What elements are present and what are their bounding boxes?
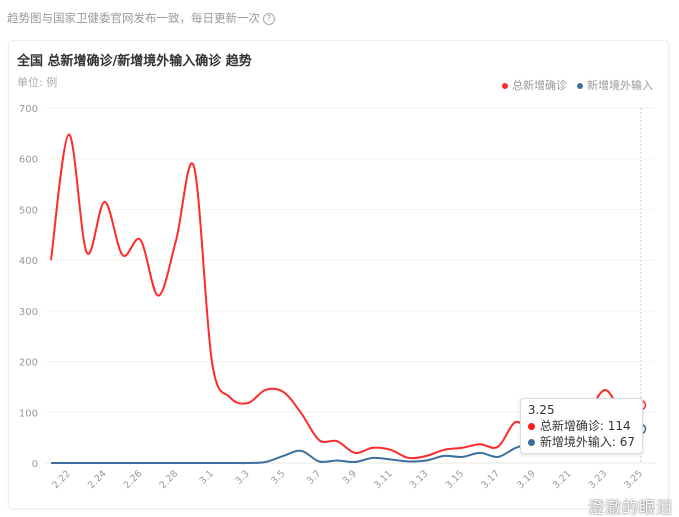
y-tick-label: 700 — [19, 104, 38, 115]
note-text: 趋势图与国家卫健委官网发布一致，每日更新一次 — [7, 11, 260, 25]
legend-dot — [502, 83, 508, 89]
x-tick-label: 3.13 — [408, 468, 431, 491]
x-tick-label: 3.5 — [269, 468, 287, 486]
legend-item-total[interactable]: 总新增确诊 — [502, 77, 567, 93]
x-tick-label: 3.17 — [479, 468, 502, 491]
x-tick-label: 3.25 — [622, 468, 645, 491]
x-tick-label: 2.22 — [50, 468, 73, 491]
legend-dot — [577, 83, 583, 89]
x-tick-label: 2.24 — [86, 468, 109, 491]
y-tick-label: 100 — [19, 408, 38, 419]
x-tick-label: 3.11 — [372, 468, 395, 491]
x-tick-label: 3.9 — [341, 468, 359, 486]
x-tick-label: 3.1 — [198, 468, 216, 486]
y-tick-label: 400 — [19, 256, 38, 267]
x-tick-label: 2.28 — [158, 468, 181, 491]
tooltip-row: 新增境外输入: 67 — [527, 434, 635, 450]
x-tick-label: 2.26 — [122, 468, 145, 491]
y-tick-label: 600 — [19, 155, 38, 166]
tooltip-value: 新增境外输入: 67 — [539, 435, 635, 449]
legend: 总新增确诊 新增境外输入 — [502, 77, 653, 93]
tooltip-value: 总新增确诊: 114 — [539, 419, 631, 433]
x-tick-label: 3.19 — [515, 468, 538, 491]
update-note: 趋势图与国家卫健委官网发布一致，每日更新一次? — [7, 10, 275, 26]
watermark: 澄澈的眼泪 — [587, 498, 673, 517]
y-tick-label: 0 — [32, 459, 38, 470]
x-tick-label: 3.15 — [444, 468, 467, 491]
legend-label: 新增境外输入 — [587, 79, 653, 92]
tooltip: 3.25 总新增确诊: 114 新增境外输入: 67 — [519, 398, 643, 454]
legend-item-imported[interactable]: 新增境外输入 — [577, 77, 653, 93]
x-tick-label: 3.3 — [233, 468, 251, 486]
legend-label: 总新增确诊 — [512, 79, 567, 92]
x-tick-label: 3.21 — [551, 468, 574, 491]
x-tick-label: 3.23 — [587, 468, 610, 491]
y-tick-label: 500 — [19, 205, 38, 216]
x-tick-label: 3.7 — [305, 468, 323, 486]
chart-title: 全国 总新增确诊/新增境外输入确诊 趋势 — [17, 54, 252, 69]
y-tick-label: 200 — [19, 358, 38, 369]
question-circle-icon[interactable]: ? — [263, 12, 275, 25]
tooltip-date: 3.25 — [527, 403, 555, 417]
unit-label: 单位: 例 — [17, 76, 58, 89]
tooltip-row: 总新增确诊: 114 — [527, 418, 635, 434]
y-tick-label: 300 — [19, 307, 38, 318]
chart-card — [8, 40, 669, 509]
